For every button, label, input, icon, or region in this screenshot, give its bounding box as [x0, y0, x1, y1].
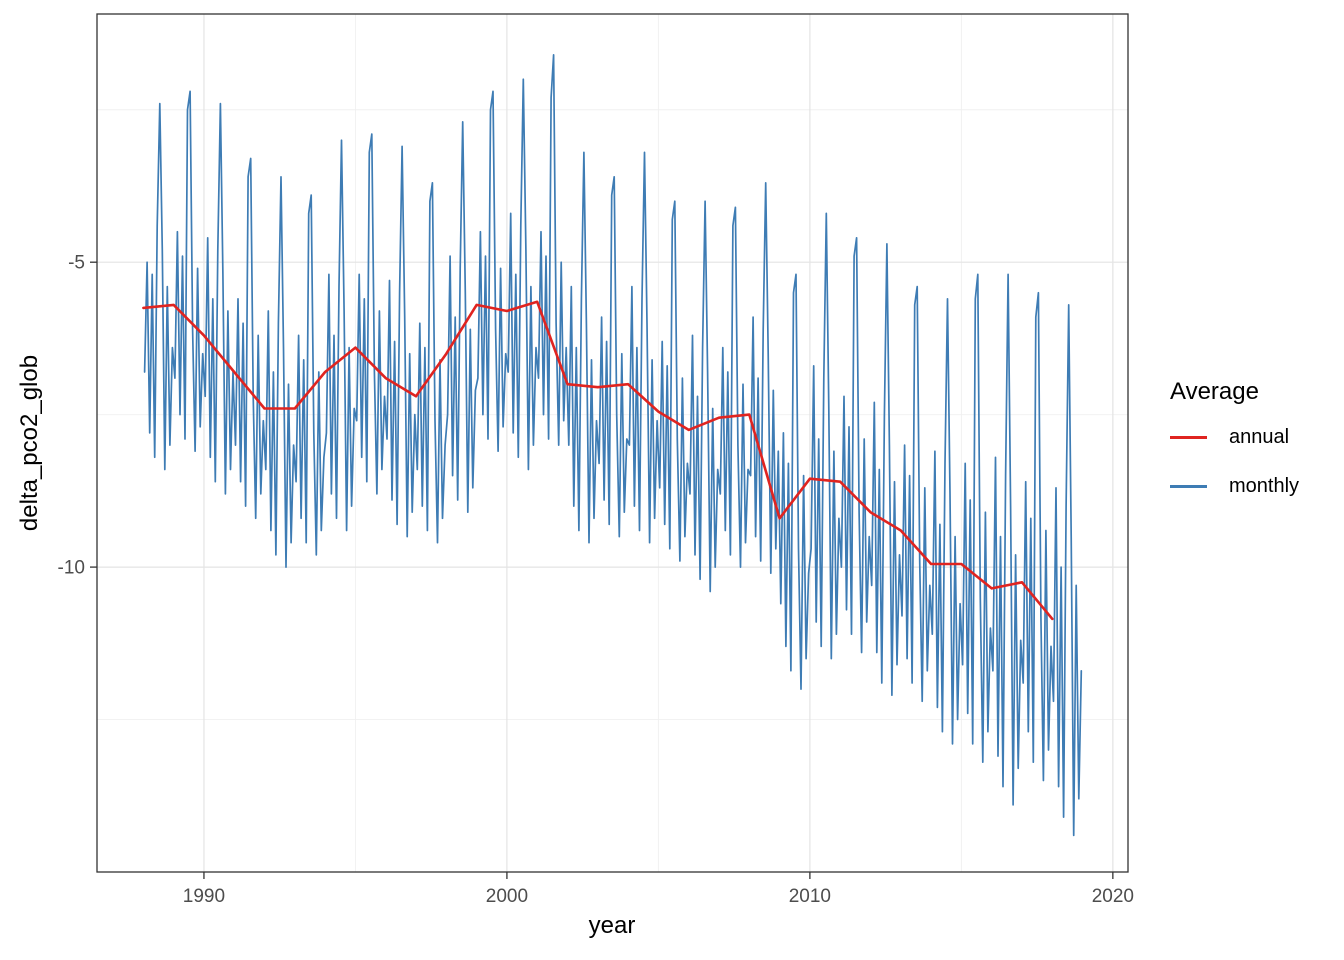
- legend-key-annual-line: [1170, 436, 1207, 439]
- y-tick-label: -10: [58, 558, 85, 579]
- legend-label: annual: [1229, 426, 1290, 448]
- x-axis-title: year: [588, 912, 636, 939]
- legend-key-monthly-line: [1170, 485, 1207, 488]
- legend-title: Average: [1170, 378, 1259, 405]
- monthly-line: [143, 54, 1083, 837]
- x-tick-label: 2020: [1092, 886, 1134, 907]
- x-tick-label: 2000: [486, 886, 528, 907]
- legend-item-annual: annual: [1170, 426, 1299, 449]
- x-tick-label: 2010: [789, 886, 831, 907]
- y-tick-label: -5: [68, 253, 85, 274]
- legend: Average annual monthly: [1170, 378, 1299, 524]
- legend-item-monthly: monthly: [1170, 475, 1299, 498]
- x-tick-label: 1990: [183, 886, 225, 907]
- legend-label: monthly: [1229, 475, 1300, 497]
- y-axis-title: delta_pco2_glob: [16, 354, 43, 532]
- annual-line: [142, 300, 1054, 621]
- plot-panel: [97, 14, 1128, 872]
- panel-border: [96, 13, 1129, 873]
